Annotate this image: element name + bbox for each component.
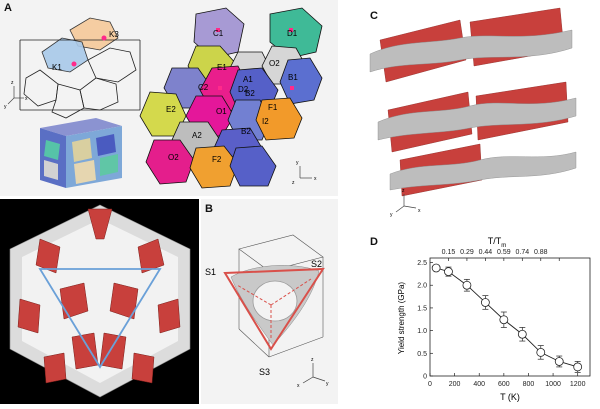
data-point [554,357,564,366]
y-tick-label: 2.0 [417,283,427,290]
grid-label-d2: D2 [238,85,249,94]
truncated-octahedra-sketch [19,17,141,119]
y-axis-label: Yield strength (GPa) [397,282,406,355]
x-tick-label: 0 [428,381,432,388]
data-point [431,263,441,273]
grid-label-e2: E2 [166,105,176,114]
grid-label-a2: A2 [192,131,202,140]
panel-b-figure: S1 S2 S3 z x y [205,234,329,389]
grain-cube [40,118,122,188]
grid-label-e1: E1 [217,63,227,72]
top-tick-label: 0.44 [479,249,493,256]
y-tick-label: 1.5 [417,305,427,312]
panel-a-figure: K3 K1 z x y [4,7,323,189]
k1-marker [71,61,77,67]
panel-label-b: B [205,203,213,215]
grain-center-markers [216,28,294,90]
c-axis-x: x [418,208,421,214]
x-tick-label: 1000 [545,381,561,388]
y-tick-label: 0 [423,374,427,381]
octagon-grain-grid [139,7,323,189]
b-axis-x: x [297,383,300,389]
dash-line-2 [270,278,312,306]
label-k3: K3 [109,30,119,39]
panel-label-d: D [370,236,378,248]
data-point [480,298,490,307]
panel-a: A K3 K1 z x y [0,0,338,196]
panel-b: B S1 S2 S3 z x y [201,199,338,404]
small-axes [7,86,24,105]
grid-label-c2: C2 [198,83,209,92]
grid-label-f2: F2 [212,155,222,164]
b-axis-y: y [326,381,329,387]
grid-label-o2-top: O2 [269,59,280,68]
grid-label-b1: B1 [288,73,298,82]
data-point [444,267,453,277]
data-point [536,348,546,357]
grid-label-b2: B2 [241,127,251,136]
label-s3: S3 [259,367,270,377]
label-k1: K1 [52,63,62,72]
gyroid-render [9,204,191,398]
top-tick-label: 0.15 [442,249,456,256]
large-axis-z: z [292,180,295,186]
red-ligaments [17,208,181,384]
grid-label-b2-mid: B2 [245,89,255,98]
c-axis-y: y [390,212,393,218]
x-tick-label: 1200 [570,381,586,388]
panel-label-c: C [370,10,378,22]
c-axis-z: z [402,188,405,194]
x-tick-label: 800 [523,381,535,388]
panel-c-figure: z y x [369,7,577,218]
panel-c: C z y x [340,0,600,230]
x-tick-label: 200 [449,381,461,388]
grid-label-a1: A1 [243,75,253,84]
y-tick-label: 0.5 [417,351,427,358]
data-point [573,362,583,372]
small-axis-x: x [25,96,28,102]
top-tick-label: 0.59 [497,249,511,256]
silver-nodes [369,29,577,191]
blue-triangle [38,268,162,369]
red-triangle [223,267,325,351]
top-tick-label: 0.74 [515,249,529,256]
top-tick-label: 0.88 [534,249,548,256]
label-s1: S1 [205,267,216,277]
panel-c-axes [395,194,417,213]
x-tick-label: 600 [498,381,510,388]
dash-line-1 [236,284,272,306]
data-point [517,329,527,339]
small-axis-y: y [4,104,7,110]
grid-label-o1: O1 [216,107,227,116]
y-tick-label: 1.0 [417,328,427,335]
large-axis-y: y [296,160,299,166]
x-axis-label: T (K) [500,392,520,402]
surface-hole [252,280,298,322]
top-axis-label: T/Tm [488,236,507,249]
chart-marks: 0 200 400 600 800 1000 1200 0.15 0.29 0.44 0.59 0.7… [417,249,585,388]
b-axis-z: z [311,357,314,363]
k3-marker [101,35,107,41]
large-axes [299,166,312,179]
panel-b-axes [302,363,326,384]
grid-label-c1: C1 [213,29,224,38]
grid-label-o2: O2 [168,153,179,162]
yield-strength-chart: T/Tm T (K) Yield strength (GPa) 0 200 400 6… [397,236,591,402]
label-s2: S2 [311,259,322,269]
small-axis-z: z [11,80,14,86]
data-point [499,315,509,325]
plot-frame [429,257,591,377]
top-tick-label: 0.29 [460,249,474,256]
data-point [462,280,472,290]
grid-label-i2: I2 [262,117,269,126]
gyroid-render-panel [0,199,199,404]
y-tick-label: 2.5 [417,260,427,267]
x-tick-label: 400 [473,381,485,388]
grid-label-f1: F1 [268,103,278,112]
grid-label-d1: D1 [287,29,298,38]
panel-label-a: A [4,2,12,14]
large-axis-x: x [314,176,317,182]
panel-d: D T/Tm T (K) Yield strength (GPa) 0 200 40… [340,230,600,404]
